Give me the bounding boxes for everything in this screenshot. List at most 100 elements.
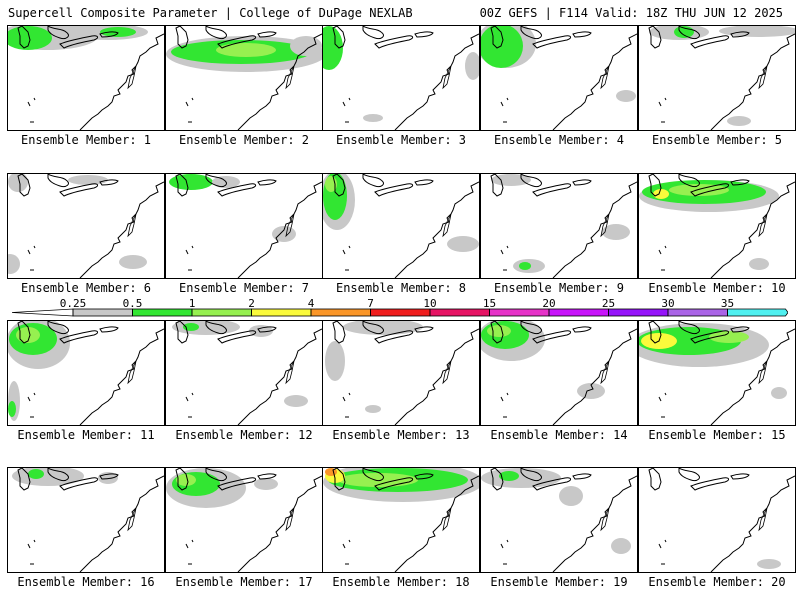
colorbar-tick-label: 4 bbox=[308, 297, 315, 310]
ensemble-member-label: Ensemble Member: 3 bbox=[335, 133, 467, 147]
lake-outline bbox=[690, 183, 730, 197]
lake-outline bbox=[374, 330, 414, 344]
lake-outline bbox=[520, 468, 542, 481]
lake-outline bbox=[572, 326, 592, 333]
ensemble-member-label: Ensemble Member: 11 bbox=[17, 428, 155, 442]
ensemble-map-panel bbox=[480, 320, 638, 426]
lake-outline bbox=[205, 174, 227, 187]
map-canvas bbox=[648, 26, 795, 130]
scp-contour-fill bbox=[499, 471, 519, 481]
lake-outline bbox=[362, 26, 384, 39]
small-lake bbox=[658, 249, 662, 255]
small-lake bbox=[658, 396, 662, 402]
colorbar-segment bbox=[251, 308, 312, 317]
ensemble-member-label: Ensemble Member: 8 bbox=[335, 281, 467, 295]
bay-outline bbox=[285, 213, 295, 238]
lake-outline bbox=[490, 321, 504, 344]
lake-outline bbox=[217, 35, 257, 49]
small-lake bbox=[185, 101, 189, 107]
lake-outline bbox=[648, 174, 662, 197]
small-lake bbox=[348, 97, 351, 101]
lake-outline bbox=[332, 26, 346, 49]
bay-outline bbox=[127, 65, 137, 90]
map-canvas bbox=[12, 468, 164, 572]
bay-outline bbox=[442, 65, 452, 90]
ensemble-map-panel bbox=[638, 173, 796, 279]
scp-contour-fill bbox=[119, 255, 147, 269]
coastline bbox=[552, 328, 637, 425]
lake-outline bbox=[47, 26, 69, 39]
scp-contour-fill bbox=[363, 114, 383, 122]
map-canvas bbox=[325, 321, 479, 425]
bay-outline bbox=[127, 213, 137, 238]
small-lake bbox=[191, 539, 194, 543]
bay-outline bbox=[442, 507, 452, 532]
lake-outline bbox=[47, 468, 69, 481]
lake-outline bbox=[690, 35, 730, 49]
lake-outline bbox=[99, 473, 119, 480]
lake-outline bbox=[257, 31, 277, 38]
scp-contour-fill bbox=[323, 26, 343, 70]
ensemble-map-panel bbox=[480, 467, 638, 573]
lake-outline bbox=[59, 183, 99, 197]
ensemble-map-panel bbox=[165, 467, 323, 573]
scp-contour-fill bbox=[487, 325, 511, 337]
ensemble-map-panel bbox=[638, 467, 796, 573]
small-lake bbox=[500, 543, 504, 549]
scp-contour-fill bbox=[365, 405, 381, 413]
ensemble-map-panel bbox=[322, 320, 480, 426]
map-canvas bbox=[323, 174, 479, 278]
lake-outline bbox=[414, 326, 434, 333]
lake-outline bbox=[648, 468, 662, 491]
lake-outline bbox=[17, 468, 31, 491]
scp-contour-fill bbox=[653, 189, 669, 199]
scp-contour-fill bbox=[8, 401, 16, 417]
scp-contour-fill bbox=[757, 559, 781, 569]
bay-outline bbox=[758, 213, 768, 238]
lake-outline bbox=[678, 26, 700, 39]
lake-outline bbox=[362, 174, 384, 187]
lake-outline bbox=[332, 174, 346, 197]
lake-outline bbox=[572, 473, 592, 480]
lake-outline bbox=[175, 468, 189, 491]
scp-contour-fill bbox=[727, 116, 751, 126]
lake-outline bbox=[374, 477, 414, 491]
lake-outline bbox=[217, 183, 257, 197]
lake-outline bbox=[520, 174, 542, 187]
map-canvas bbox=[481, 468, 637, 572]
lake-outline bbox=[99, 31, 119, 38]
scp-contour-fill bbox=[100, 27, 136, 37]
ensemble-map-panel bbox=[638, 25, 796, 131]
scp-contour-fill bbox=[465, 52, 479, 80]
lake-outline bbox=[257, 326, 277, 333]
coastline bbox=[394, 475, 479, 572]
ensemble-map-panel bbox=[165, 173, 323, 279]
colorbar-segment bbox=[548, 308, 609, 317]
ensemble-member-label: Ensemble Member: 7 bbox=[178, 281, 310, 295]
lake-outline bbox=[362, 468, 384, 481]
small-lake bbox=[664, 245, 667, 249]
lake-outline bbox=[217, 477, 257, 491]
small-lake bbox=[658, 101, 662, 107]
colorbar-tick-label: 15 bbox=[483, 297, 496, 310]
map-canvas bbox=[648, 468, 795, 572]
scp-contour-fill bbox=[169, 174, 213, 190]
lake-outline bbox=[17, 26, 31, 49]
small-lake bbox=[658, 543, 662, 549]
scp-contour-fill bbox=[338, 473, 418, 487]
scp-contour-fill bbox=[749, 258, 769, 270]
lake-outline bbox=[257, 179, 277, 186]
lake-outline bbox=[532, 330, 572, 344]
ensemble-member-label: Ensemble Member: 4 bbox=[493, 133, 625, 147]
coastline bbox=[79, 328, 164, 425]
lake-outline bbox=[730, 31, 750, 38]
lake-outline bbox=[648, 26, 662, 49]
scp-contour-fill bbox=[176, 474, 196, 486]
lake-outline bbox=[678, 468, 700, 481]
scp-contour-fill bbox=[559, 486, 583, 506]
map-canvas bbox=[481, 26, 637, 130]
coastline bbox=[710, 33, 795, 130]
colorbar-low-arrow bbox=[12, 308, 74, 317]
map-canvas bbox=[8, 174, 164, 278]
color-scale-legend: 0.25 0.5 1 2 4 7 10 15 20 25 30 35 bbox=[12, 297, 788, 317]
